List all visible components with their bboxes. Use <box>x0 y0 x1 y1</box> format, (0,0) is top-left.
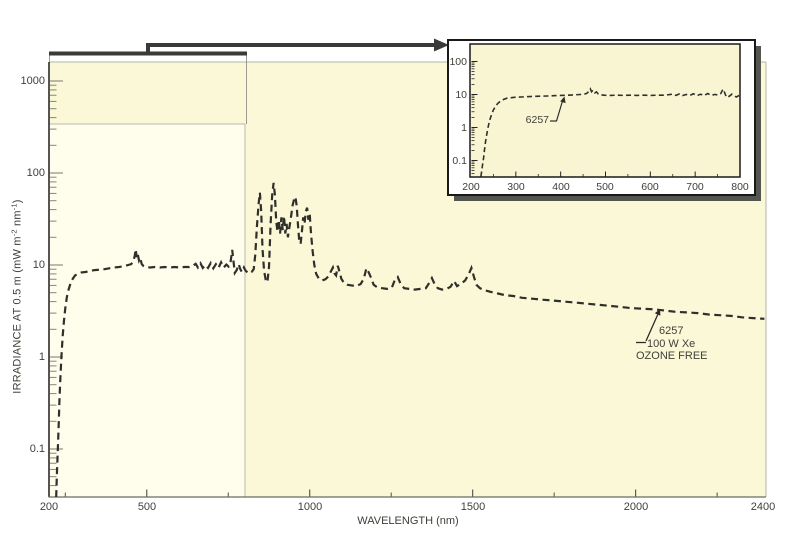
x-axis-title: WAVELENGTH (nm) <box>357 515 459 527</box>
y-axis-title-text: ) <box>11 199 24 204</box>
annotation-model: 6257 <box>659 325 684 337</box>
inset-x-tick-label: 300 <box>507 181 525 193</box>
main-x-tick-label: 200 <box>39 501 59 513</box>
highlight-region <box>49 124 245 497</box>
bracket-arrowhead <box>434 38 449 52</box>
annotation-note: OZONE FREE <box>636 350 708 362</box>
main-x-tick-label: 2400 <box>750 501 776 513</box>
y-axis-title-sup: -1 <box>9 203 19 211</box>
inset-x-tick-label: 600 <box>641 181 659 193</box>
y-axis-title-text: IRRADIANCE AT 0.5 m (mW m <box>11 236 24 394</box>
main-x-tick-label: 2000 <box>623 501 649 513</box>
main-annotation-arrowhead <box>654 309 661 316</box>
inset-y-tick-label: 100 <box>449 56 467 68</box>
main-y-tick-label: 10 <box>32 259 45 271</box>
inset-spectral-curve <box>480 87 740 177</box>
inset-y-ticks <box>471 61 478 175</box>
main-x-tick-label: 1500 <box>460 501 486 513</box>
zoom-bracket-arrow <box>49 38 449 124</box>
inset-annotation-arrow <box>550 96 566 122</box>
inset-plot-background <box>469 43 741 178</box>
inset-annotation-model: 6257 <box>525 114 549 126</box>
annotation-lamp: 100 W Xe <box>647 338 696 350</box>
inset-x-ticks <box>493 171 718 177</box>
y-axis-title: IRRADIANCE AT 0.5 m (mW m-2 nm-1) <box>8 167 25 427</box>
y-axis-title-sup: -2 <box>9 229 19 237</box>
inset-x-tick-label: 200 <box>462 181 480 193</box>
inset-y-tick-label: 1 <box>461 122 467 134</box>
inset-y-tick-label: 10 <box>455 89 467 101</box>
inset-x-tick-label: 400 <box>552 181 570 193</box>
main-x-tick-label: 1000 <box>297 501 323 513</box>
main-y-tick-label: 1 <box>38 351 45 363</box>
main-y-tick-label: 1000 <box>20 75 45 87</box>
main-x-tick-label: 500 <box>137 501 157 513</box>
inset-x-tick-label: 700 <box>686 181 704 193</box>
main-y-tick-label: 100 <box>26 167 45 179</box>
main-annotation-arrow <box>636 309 661 344</box>
inset-box <box>447 39 761 201</box>
main-x-ticks <box>64 489 718 497</box>
inset-x-tick-label: 500 <box>596 181 614 193</box>
inset-y-tick-label: 0.1 <box>452 155 467 167</box>
inset-x-tick-label: 800 <box>731 181 749 193</box>
main-spectral-curve <box>55 182 765 498</box>
main-y-tick-label: 0.1 <box>29 443 45 455</box>
y-axis-title-text: nm <box>11 210 24 230</box>
inset-annotation-arrowhead <box>560 96 566 104</box>
